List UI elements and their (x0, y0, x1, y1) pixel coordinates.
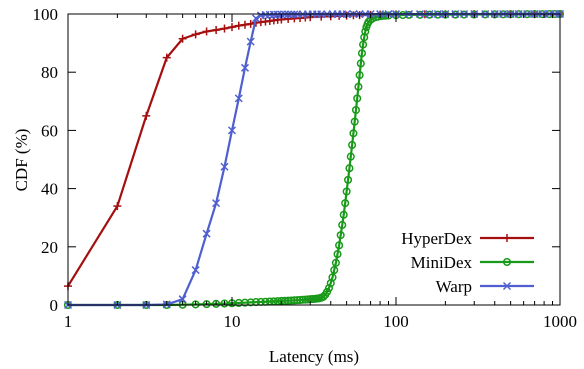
minidex-point (348, 140, 357, 149)
hyperdex-point (228, 23, 236, 32)
hyperdex-point (220, 24, 229, 33)
minidex-point (351, 105, 361, 115)
warp-point (227, 126, 237, 135)
minidex-point (355, 71, 364, 80)
minidex-point (342, 187, 351, 196)
minidex-point (341, 199, 350, 208)
hyperdex-point (212, 26, 221, 35)
hyperdex-point (113, 202, 122, 211)
y-tick-label: 0 (50, 296, 59, 315)
minidex-point (345, 164, 354, 173)
y-tick-label: 60 (41, 121, 58, 140)
warp-point (234, 94, 243, 103)
x-tick-label: 10 (224, 312, 241, 331)
minidex-point (330, 266, 339, 275)
plot-frame (67, 13, 561, 306)
legend: HyperDex MiniDex Warp (401, 229, 534, 296)
minidex-point (220, 299, 229, 308)
legend-marker-minidex (502, 257, 512, 267)
warp-point (220, 162, 229, 171)
legend-marker-warp (502, 281, 512, 291)
y-axis-label: CDF (%) (12, 129, 31, 192)
warp-point (178, 295, 187, 304)
warp-point (251, 14, 260, 23)
warp-point (202, 229, 211, 238)
minidex-point (324, 284, 333, 293)
minidex-point (359, 40, 368, 49)
minidex-point (384, 11, 393, 20)
hyperdex-point (142, 111, 151, 120)
minidex-point (338, 220, 347, 230)
minidex-point (246, 298, 255, 307)
legend-label-hyperdex: HyperDex (401, 229, 472, 248)
minidex-point (240, 298, 250, 307)
minidex-point (293, 296, 302, 305)
hyperdex-point (246, 19, 255, 28)
hyperdex-point (202, 27, 211, 36)
minidex-point (333, 250, 342, 259)
minidex-point (336, 231, 345, 240)
series-minidex (63, 9, 565, 310)
minidex-point (328, 273, 337, 282)
minidex-point (361, 27, 370, 36)
minidex-point (331, 258, 340, 267)
hyperdex-point (191, 30, 200, 39)
minidex-point (357, 49, 367, 58)
legend-label-warp: Warp (436, 277, 472, 296)
x-tick-label: 1000 (543, 312, 577, 331)
x-tick-label: 100 (383, 312, 409, 331)
hyperdex-point (178, 34, 187, 43)
minidex-point (343, 175, 353, 184)
y-tick-label: 100 (33, 5, 59, 24)
minidex-point (319, 292, 328, 301)
hyperdex-point (162, 53, 171, 62)
legend-item-minidex: MiniDex (411, 253, 534, 272)
x-tick-label: 1 (64, 312, 73, 331)
series-layer (63, 9, 565, 310)
legend-item-warp: Warp (436, 277, 534, 296)
series-warp (63, 9, 565, 310)
hyperdex-point (240, 20, 249, 29)
legend-label-minidex: MiniDex (411, 253, 473, 272)
warp-point (191, 266, 200, 275)
y-tick-label: 40 (41, 180, 58, 199)
minidex-point (212, 299, 221, 308)
minidex-point (353, 94, 362, 103)
minidex-point (298, 295, 307, 304)
minidex-point (290, 296, 299, 305)
series-hyperdex (64, 10, 564, 291)
minidex-point (350, 117, 359, 126)
y-tick-label: 80 (41, 63, 58, 82)
legend-item-hyperdex: HyperDex (401, 229, 534, 248)
warp-point (240, 63, 250, 72)
minidex-point (346, 152, 355, 161)
minidex-point (356, 59, 365, 68)
hyperdex-line (67, 12, 561, 287)
minidex-point (202, 300, 211, 309)
minidex-point (349, 129, 358, 138)
minidex-point (335, 241, 344, 250)
legend-marker-hyperdex (503, 234, 511, 242)
warp-point (246, 37, 255, 46)
x-axis-label: Latency (ms) (269, 347, 359, 366)
y-tick-label: 20 (41, 238, 58, 257)
minidex-point (323, 287, 332, 296)
ticks-layer: 1 10 100 1000 0 20 40 60 80 100 (33, 5, 578, 331)
minidex-point (354, 82, 363, 91)
hyperdex-point (234, 21, 243, 30)
minidex-point (339, 210, 348, 219)
warp-point (212, 199, 221, 208)
